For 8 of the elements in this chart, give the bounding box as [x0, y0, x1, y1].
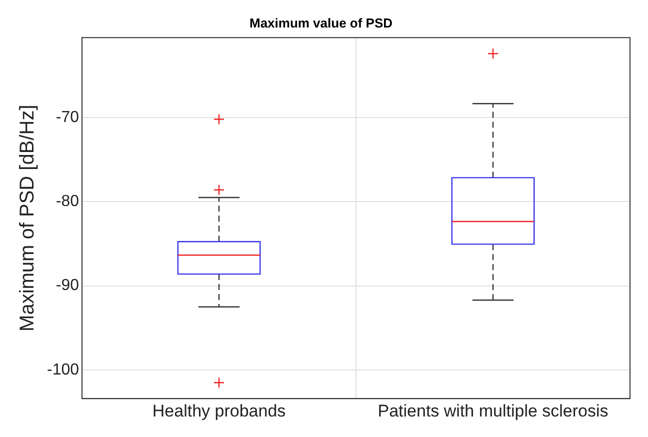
- y-tick-label: -100: [46, 361, 80, 378]
- x-tick-label: Healthy probands: [152, 401, 286, 420]
- y-tick-label: -80: [56, 193, 80, 210]
- chart-title: Maximum value of PSD: [249, 15, 393, 30]
- y-tick-label: -70: [56, 108, 80, 126]
- y-axis-title: Maximum of PSD [dB/Hz]: [16, 104, 39, 332]
- y-tick-label: -90: [56, 277, 80, 294]
- x-tick-label: Patients with multiple sclerosis: [378, 401, 608, 420]
